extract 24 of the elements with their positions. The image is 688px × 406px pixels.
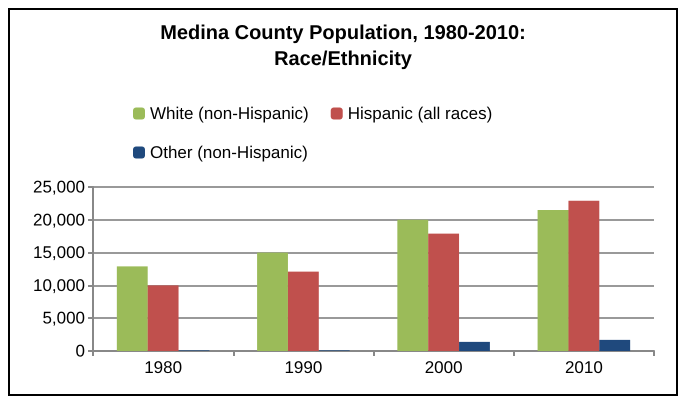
bar (428, 234, 460, 351)
x-tick-label: 1990 (284, 358, 322, 377)
x-tick-label: 2010 (564, 358, 603, 377)
bar (459, 342, 490, 351)
bar (148, 285, 179, 351)
y-tick-label: 25,000 (33, 178, 85, 196)
y-tick-label: 0 (76, 342, 85, 360)
y-tick-label: 5,000 (42, 308, 85, 328)
bar (116, 266, 148, 351)
legend-label: Hispanic (all races) (348, 104, 492, 123)
legend-label: Other (non-Hispanic) (150, 143, 308, 162)
x-tick-label: 1980 (144, 358, 182, 377)
legend-label: White (non-Hispanic) (150, 104, 309, 123)
bar (397, 220, 428, 351)
bar (288, 272, 319, 351)
y-tick-label: 10,000 (33, 276, 85, 295)
y-tick-label: 20,000 (33, 210, 85, 230)
bar (568, 200, 600, 351)
y-tick-label: 15,000 (33, 243, 85, 262)
x-tick-label: 2000 (424, 358, 463, 377)
bar (599, 340, 630, 351)
bar (538, 210, 568, 351)
bar (257, 252, 288, 351)
chart-title: Medina County Population, 1980-2010: Race/Ethnicity (160, 22, 526, 70)
